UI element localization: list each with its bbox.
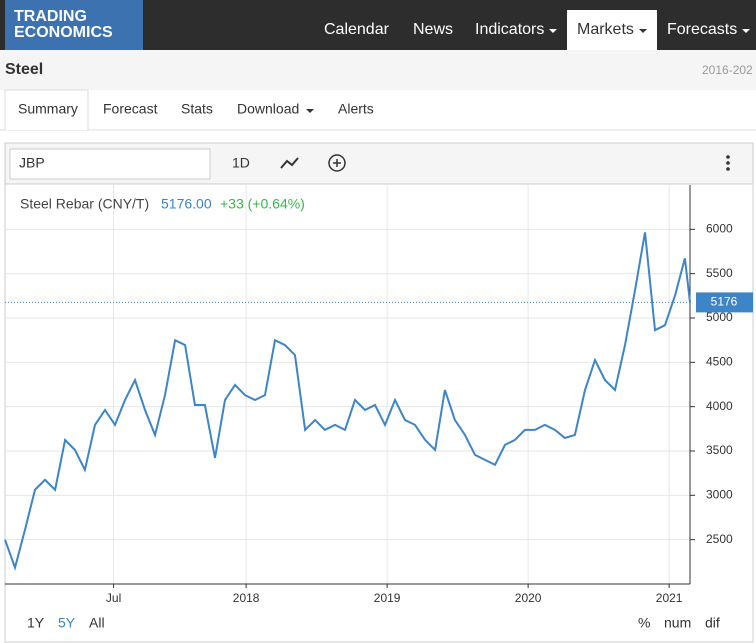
x-tick-label: 2018: [233, 591, 260, 605]
x-tick-label: 2019: [374, 591, 401, 605]
page-title: Steel: [5, 61, 43, 78]
y-tick-label: 4000: [706, 399, 733, 413]
interval-button[interactable]: 1D: [232, 155, 250, 171]
price-change: +33 (+0.64%): [220, 196, 305, 212]
y-tick-label: 5000: [706, 310, 733, 324]
nav-item[interactable]: News: [413, 21, 453, 38]
nav-item[interactable]: Markets: [577, 21, 634, 38]
last-price-label: 5176: [711, 295, 738, 309]
mode-button[interactable]: num: [664, 615, 691, 631]
symbol-input[interactable]: [9, 148, 211, 180]
active-tab: [4, 89, 89, 130]
range-button[interactable]: All: [89, 615, 105, 631]
nav-item[interactable]: Indicators: [475, 21, 544, 38]
mode-button[interactable]: dif: [705, 615, 720, 631]
last-price: 5176.00: [161, 196, 212, 212]
chart-type-icon[interactable]: [280, 157, 299, 169]
range-button[interactable]: 5Y: [58, 615, 76, 631]
menu-icon[interactable]: [726, 155, 730, 171]
y-tick-label: 3000: [706, 488, 733, 502]
caret: [549, 29, 557, 33]
chart-container: [4, 142, 754, 643]
x-tick-label: 2020: [515, 591, 542, 605]
y-tick-label: 4500: [706, 355, 733, 369]
y-tick-label: 2500: [706, 532, 733, 546]
y-tick-label: 6000: [706, 222, 733, 236]
tab[interactable]: Forecast: [103, 101, 158, 117]
caret: [742, 29, 750, 33]
tab[interactable]: Download: [237, 101, 299, 117]
tab[interactable]: Summary: [18, 101, 78, 117]
price-line: [4, 232, 691, 571]
caret: [639, 29, 647, 33]
mode-button[interactable]: %: [638, 615, 650, 631]
logo[interactable]: [5, 0, 143, 50]
x-tick-label: Jul: [106, 591, 121, 605]
caret: [306, 109, 314, 113]
series-name: Steel Rebar (CNY/T): [20, 196, 149, 212]
y-tick-label: 5500: [706, 266, 733, 280]
symbol: JBP: [19, 155, 45, 171]
y-tick-label: 3500: [706, 443, 733, 457]
header-bar: [0, 50, 756, 90]
logo-line: ECONOMICS: [14, 24, 113, 41]
date-range: 2016-202: [702, 63, 753, 77]
logo-line: TRADING: [14, 8, 87, 25]
last-price-box: [696, 292, 753, 313]
add-icon-cross: [333, 159, 341, 167]
tab[interactable]: Stats: [181, 101, 213, 117]
add-icon[interactable]: [328, 154, 346, 172]
x-tick-label: 2021: [656, 591, 683, 605]
nav-item[interactable]: Forecasts: [667, 21, 737, 38]
tab[interactable]: Alerts: [338, 101, 374, 117]
range-button[interactable]: 1Y: [27, 615, 45, 631]
nav-item[interactable]: Calendar: [324, 21, 390, 38]
